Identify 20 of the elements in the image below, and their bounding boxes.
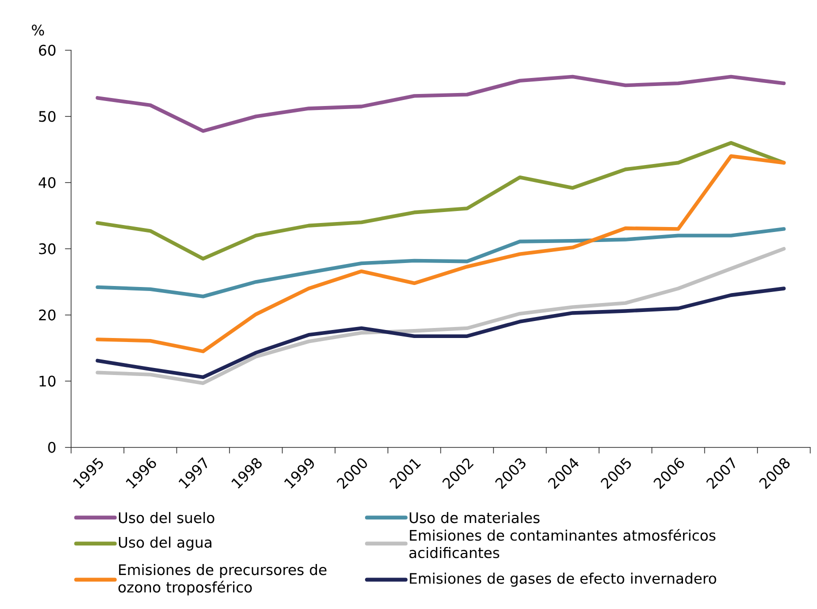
legend-label: Uso del agua [118,536,212,551]
y-tick-label: 20 [39,310,56,321]
y-tick-label: 60 [39,44,56,56]
y-tick-label: 10 [40,376,56,387]
legend-label: Emisiones de contaminantes atmosféricos acidificantes [409,529,716,558]
line-series [96,154,786,354]
line-series [96,227,786,298]
legend-label: Uso de materiales [410,512,540,524]
y-tick-label: 30 [39,243,56,254]
line-series [96,75,786,133]
legend-label: Emisiones de precursores de ozono troposférico [118,564,326,596]
legend-label: Emisiones de gases de efecto invernadero [410,572,716,587]
legend-label: Uso del suelo [118,512,214,524]
line-series [96,247,786,386]
y-tick-label: 40 [38,177,56,188]
line-series [96,141,786,261]
y-tick-label: 50 [39,111,56,122]
y-tick-label: 0 [48,442,56,453]
y-axis-title: % [32,24,44,36]
line-series [96,286,786,380]
